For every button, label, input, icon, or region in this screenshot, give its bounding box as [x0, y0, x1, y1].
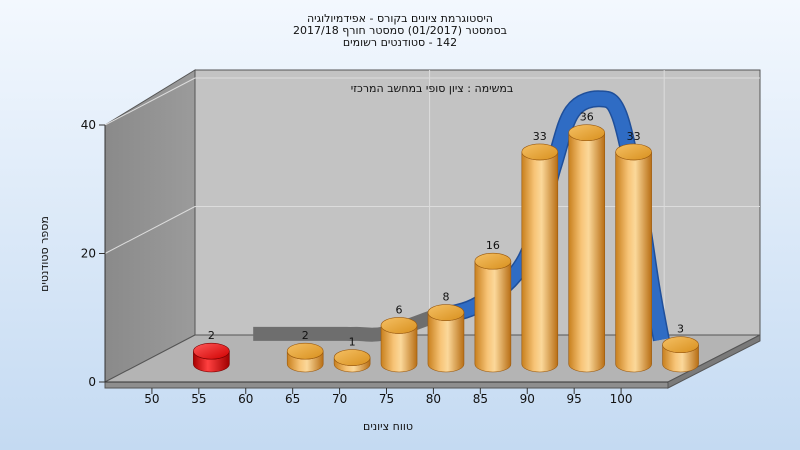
x-tick-label: 60 [238, 392, 253, 406]
x-tick-label: 70 [332, 392, 347, 406]
y-tick-label: 40 [81, 118, 96, 132]
bar-top [427, 304, 465, 321]
bar-top [380, 317, 418, 334]
bar-value-label: 1 [349, 336, 356, 349]
bar-value-label: 33 [533, 130, 547, 143]
bar-top [568, 124, 606, 141]
bar-value-label: 16 [486, 239, 500, 252]
bar-body [521, 151, 559, 373]
x-tick-label: 100 [610, 392, 633, 406]
bar-body [474, 261, 512, 373]
x-tick-label: 55 [191, 392, 206, 406]
bar-body [427, 312, 465, 373]
bar-top [521, 143, 559, 161]
title-line-2: בסמסטר (01/2017) סמסטר חורף 2017/18 [293, 24, 507, 37]
bar-value-label: 3 [677, 323, 684, 336]
bar-95: 33 [615, 130, 652, 373]
grid-lines [104, 70, 760, 335]
bar-90: 36 [568, 111, 606, 373]
x-axis-title: טווח ציונים [363, 420, 413, 433]
bar-top [286, 342, 324, 360]
bar-top [662, 336, 699, 354]
bar-top [193, 342, 230, 360]
bar-value-label: 36 [580, 111, 594, 124]
x-tick-label: 85 [473, 392, 488, 406]
bar-85: 33 [521, 130, 559, 373]
title-line-1: היסטוגרמת ציונים בקורס - אפידמיולוגיה [307, 12, 493, 25]
floor-right-edge [667, 334, 761, 389]
gridline-left-wall [104, 206, 196, 254]
bar-80: 16 [474, 239, 512, 373]
bar-value-label: 2 [208, 329, 215, 342]
left-wall [104, 69, 196, 383]
bar-value-label: 2 [302, 329, 309, 342]
bar-body [568, 132, 606, 373]
x-tick-label: 75 [379, 392, 394, 406]
x-tick-label: 90 [520, 392, 535, 406]
axes: 0 20 40 50 55 60 65 70 75 80 85 90 95 100 [81, 118, 668, 406]
bar-value-label: 33 [627, 130, 641, 143]
bar-70: 6 [380, 303, 418, 373]
floor-front-edge [104, 381, 669, 389]
bar-65: 1 [333, 336, 371, 373]
x-tick-label: 95 [567, 392, 582, 406]
y-axis-title: מספר סטודנטים [38, 216, 51, 292]
bar-top [474, 252, 512, 270]
bar-top [333, 349, 371, 366]
bar-60: 2 [286, 329, 324, 373]
chart-annotation: במשימה : ציון סופי במחשב המרכזי [351, 82, 514, 95]
y-tick-label: 20 [81, 247, 96, 261]
x-tick-label: 65 [285, 392, 300, 406]
bar-value-label: 6 [396, 303, 403, 316]
bar-value-label: 8 [442, 291, 449, 304]
bar-50: 2 [193, 329, 230, 373]
bar-75: 8 [427, 291, 465, 373]
bar-100: 3 [662, 323, 699, 373]
x-tick-label: 80 [426, 392, 441, 406]
y-tick-label: 0 [88, 375, 96, 389]
bar-top [615, 143, 652, 161]
bar-body [615, 151, 652, 373]
x-tick-label: 50 [144, 392, 159, 406]
chart-title-block: היסטוגרמת ציונים בקורס - אפידמיולוגיהבסמ… [293, 12, 507, 49]
gridline-left-wall [104, 77, 196, 126]
title-line-3: 142 - סטודנטים רשומים [343, 36, 457, 49]
